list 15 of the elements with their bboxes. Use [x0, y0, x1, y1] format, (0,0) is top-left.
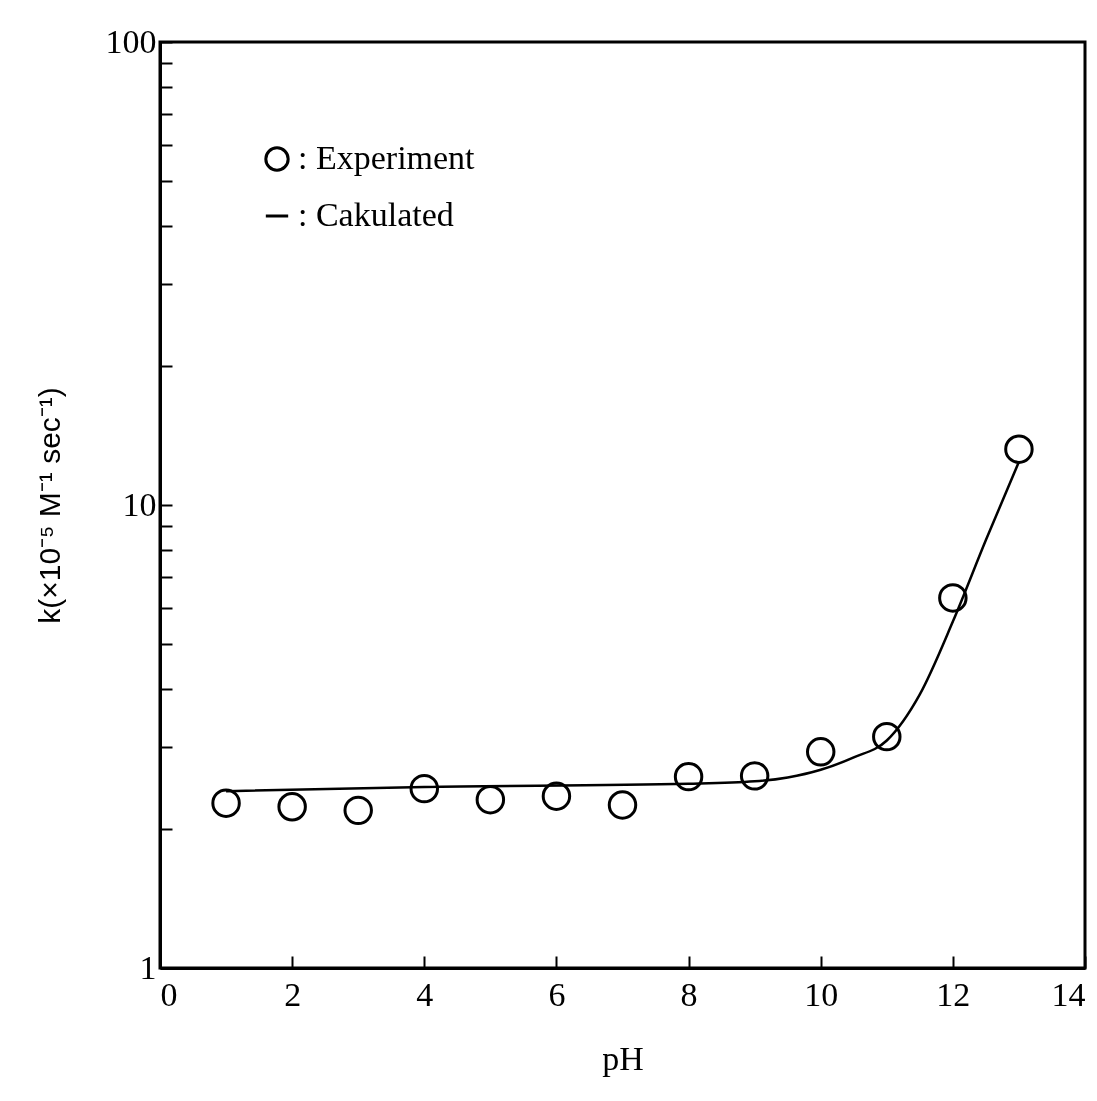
x-tick-label: 10 [804, 975, 839, 1013]
y-tick-label: 10 [122, 485, 157, 523]
x-tick-label: 12 [936, 975, 971, 1013]
y-tick-label: 1 [139, 948, 157, 986]
x-tick-label: 2 [284, 975, 302, 1013]
y-tick-label: 100 [105, 22, 157, 60]
legend-label: : Cakulated [298, 196, 454, 233]
x-tick-label: 8 [680, 975, 698, 1013]
y-axis-title: k(×10⁻⁵ M⁻¹ sec⁻¹) [32, 387, 66, 624]
x-tick-label: 14 [1051, 975, 1086, 1013]
x-tick-label: 6 [548, 975, 566, 1013]
x-tick-label: 4 [416, 975, 434, 1013]
x-axis-title: pH [602, 1039, 644, 1077]
x-tick-label: 0 [160, 975, 178, 1013]
legend-label: : Experiment [298, 139, 476, 176]
